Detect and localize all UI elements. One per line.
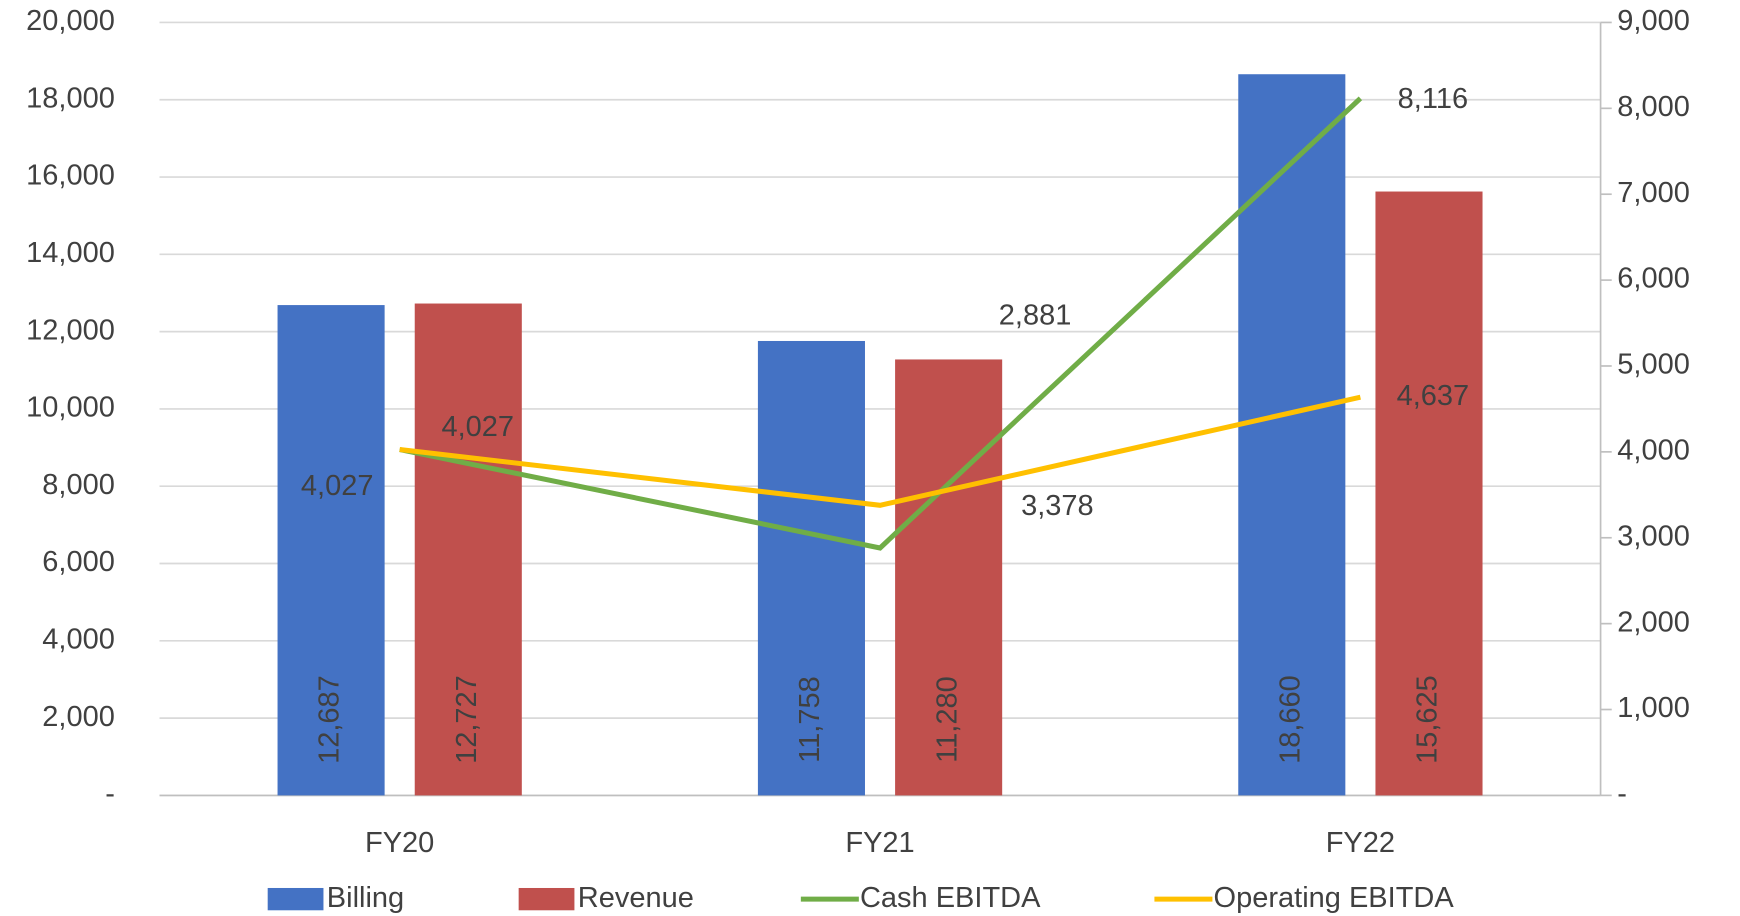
y-tick-label: 12,000 (26, 314, 115, 346)
data-label: 15,625 (1412, 675, 1444, 764)
bar (757, 340, 865, 796)
legend-label: Billing (327, 882, 404, 914)
data-label: 4,027 (441, 411, 514, 443)
line (399, 394, 1361, 508)
data-label: 18,660 (1274, 675, 1306, 764)
y-tick-label: 10,000 (26, 392, 115, 424)
y-tick-label: 6,000 (42, 546, 115, 578)
y2-tick-label: 3,000 (1617, 520, 1690, 552)
y2-tick-label: 5,000 (1617, 349, 1690, 381)
legend-label: Cash EBITDA (860, 882, 1041, 914)
y2-tick-label: 7,000 (1617, 177, 1690, 209)
data-label: 8,116 (1398, 83, 1468, 115)
data-label: 4,637 (1397, 380, 1470, 412)
bar (414, 303, 522, 796)
line (399, 96, 1363, 551)
legend-label: Revenue (578, 882, 694, 914)
y-tick-label: 2,000 (42, 701, 115, 733)
data-label: 4,027 (301, 470, 374, 502)
legend-swatch (518, 887, 575, 911)
y2-tick-label: 2,000 (1617, 606, 1690, 638)
data-label: 11,758 (794, 676, 826, 763)
bar (277, 305, 385, 796)
y-tick-label: 20,000 (26, 5, 115, 37)
y-tick-label: 8,000 (42, 469, 115, 501)
y2-tick-label: - (1617, 778, 1627, 810)
data-label: 2,881 (999, 300, 1072, 332)
y-tick-label: 18,000 (26, 82, 115, 114)
data-label: 11,280 (931, 676, 963, 763)
y2-tick-label: 4,000 (1617, 435, 1690, 467)
x-tick-label: FY22 (1326, 827, 1395, 859)
y-tick-label: - (105, 778, 115, 810)
y-tick-label: 14,000 (26, 237, 115, 269)
data-label: 3,378 (1021, 490, 1094, 522)
legend-swatch (267, 887, 324, 911)
data-label: 12,727 (451, 675, 483, 764)
y-tick-label: 16,000 (26, 160, 115, 192)
y2-tick-label: 1,000 (1617, 692, 1690, 724)
legend-label: Operating EBITDA (1214, 882, 1455, 914)
y-tick-label: 4,000 (42, 623, 115, 655)
bar (895, 359, 1003, 796)
y2-tick-label: 9,000 (1617, 5, 1690, 37)
x-tick-label: FY21 (845, 827, 914, 859)
x-tick-label: FY20 (365, 827, 434, 859)
bar (1375, 191, 1483, 796)
y2-tick-label: 6,000 (1617, 263, 1690, 295)
data-label: 12,687 (314, 675, 346, 764)
y2-tick-label: 8,000 (1617, 91, 1690, 123)
